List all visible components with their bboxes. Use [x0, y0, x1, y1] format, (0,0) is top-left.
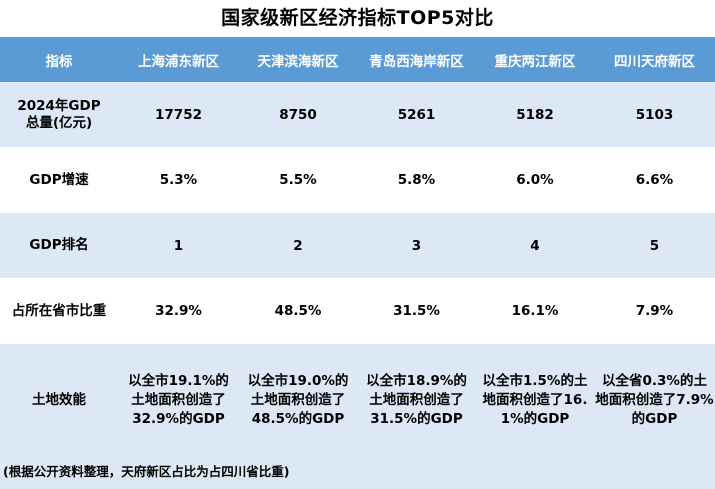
cell-line: 土地面积创造了 — [131, 392, 226, 408]
cell-line: 土地面积创造了 — [369, 392, 464, 408]
cell-value: 5.3% — [118, 147, 239, 213]
page-title: 国家级新区经济指标TOP5对比 — [221, 7, 494, 29]
cell-value: 5182 — [476, 82, 594, 147]
comparison-table: 指标 上海浦东新区 天津滨海新区 青岛西海岸新区 重庆两江新区 四川天府新区 2… — [0, 37, 715, 457]
cell-value: 5.5% — [239, 147, 357, 213]
cell-line: 31.5%的GDP — [370, 411, 463, 427]
cell-line: 以全省0.3%的土 — [602, 373, 707, 389]
cell-line: 32.9%的GDP — [132, 411, 225, 427]
cell-line: 以全市18.9%的 — [366, 373, 467, 389]
cell-line: 地面积创造了7.9% — [595, 392, 714, 408]
cell-value: 16.1% — [476, 278, 594, 344]
cell-line: 以全市19.1%的 — [128, 373, 229, 389]
cell-line: 以全市19.0%的 — [247, 373, 349, 389]
row-label-gdp-rank: GDP排名 — [0, 213, 118, 278]
cell-land-liangjiang: 以全市1.5%的土 地面积创造了16. 1%的GDP — [476, 344, 594, 457]
row-label-share: 占所在省市比重 — [0, 278, 118, 344]
row-label-line: 总量(亿元) — [25, 114, 93, 131]
cell-line: 1%的GDP — [500, 411, 570, 427]
cell-line: 以全市1.5%的土 — [482, 373, 588, 389]
cell-value: 6.6% — [594, 147, 715, 213]
cell-value: 48.5% — [239, 278, 357, 344]
cell-value: 3 — [357, 213, 476, 278]
row-label-line: 2024年GDP — [17, 97, 101, 114]
cell-land-binhai: 以全市19.0%的 土地面积创造了 48.5%的GDP — [239, 344, 357, 457]
cell-value: 31.5% — [357, 278, 476, 344]
cell-line: 48.5%的GDP — [251, 411, 345, 427]
row-share: 占所在省市比重 32.9% 48.5% 31.5% 16.1% 7.9% — [0, 278, 715, 344]
header-label-col: 指标 — [0, 37, 118, 82]
cell-value: 17752 — [118, 82, 239, 147]
header-binhai: 天津滨海新区 — [239, 37, 357, 82]
cell-land-tianfu: 以全省0.3%的土 地面积创造了7.9% 的GDP — [594, 344, 715, 457]
row-gdp-growth: GDP增速 5.3% 5.5% 5.8% 6.0% 6.6% — [0, 147, 715, 213]
cell-value: 5.8% — [357, 147, 476, 213]
row-gdp-total: 2024年GDP 总量(亿元) 17752 8750 5261 5182 510… — [0, 82, 715, 147]
cell-value: 6.0% — [476, 147, 594, 213]
cell-land-xihaian: 以全市18.9%的 土地面积创造了 31.5%的GDP — [357, 344, 476, 457]
cell-value: 5 — [594, 213, 715, 278]
cell-value: 5261 — [357, 82, 476, 147]
row-land-efficiency: 土地效能 以全市19.1%的 土地面积创造了 32.9%的GDP 以全市19.0… — [0, 344, 715, 457]
cell-value: 2 — [239, 213, 357, 278]
cell-line: 土地面积创造了 — [250, 392, 346, 408]
table-header-row: 指标 上海浦东新区 天津滨海新区 青岛西海岸新区 重庆两江新区 四川天府新区 — [0, 37, 715, 82]
header-pudong: 上海浦东新区 — [118, 37, 239, 82]
cell-line: 地面积创造了16. — [482, 392, 588, 408]
cell-value: 5103 — [594, 82, 715, 147]
cell-land-pudong: 以全市19.1%的 土地面积创造了 32.9%的GDP — [118, 344, 239, 457]
cell-value: 32.9% — [118, 278, 239, 344]
cell-line: 的GDP — [631, 411, 678, 427]
row-label-land-efficiency: 土地效能 — [0, 344, 118, 457]
row-gdp-rank: GDP排名 1 2 3 4 5 — [0, 213, 715, 278]
cell-value: 4 — [476, 213, 594, 278]
source-note: (根据公开资料整理，天府新区占比为占四川省比重) — [0, 457, 715, 489]
header-xihaian: 青岛西海岸新区 — [357, 37, 476, 82]
cell-value: 7.9% — [594, 278, 715, 344]
cell-value: 8750 — [239, 82, 357, 147]
row-label-gdp-total: 2024年GDP 总量(亿元) — [0, 82, 118, 147]
header-liangjiang: 重庆两江新区 — [476, 37, 594, 82]
header-tianfu: 四川天府新区 — [594, 37, 715, 82]
row-label-gdp-growth: GDP增速 — [0, 147, 118, 213]
cell-value: 1 — [118, 213, 239, 278]
